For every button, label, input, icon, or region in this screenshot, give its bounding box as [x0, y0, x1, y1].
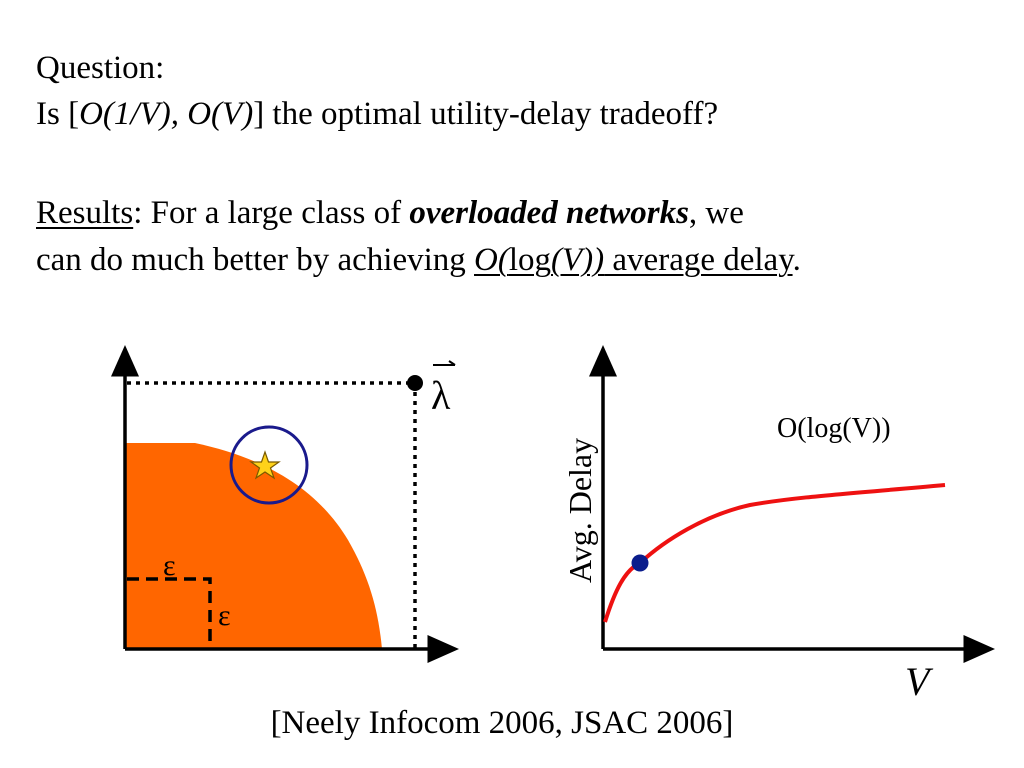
- results-label: Results: [36, 195, 134, 231]
- capacity-region-diagram: λ ε ε: [111, 345, 459, 663]
- operating-circle: [229, 425, 309, 505]
- question-math: O(1/V), O(V): [79, 96, 254, 132]
- operating-point: [631, 554, 649, 572]
- question-prefix: Is [: [36, 96, 80, 132]
- corner-point: [407, 375, 423, 391]
- results-colon: : For a large class of: [133, 195, 410, 231]
- bound-o: O(: [474, 242, 509, 278]
- question-heading: Question:: [36, 50, 165, 86]
- question-suffix: ] the optimal utility-delay tradeoff?: [253, 96, 719, 132]
- bound-suffix: average delay: [604, 242, 793, 278]
- results-bound: O(log(V)) average delay: [474, 242, 793, 278]
- bound-v: (V)): [551, 242, 605, 278]
- results-line-1: Results: For a large class of overloaded…: [36, 197, 744, 230]
- capacity-region: [125, 443, 382, 649]
- curve-label: O(log(V)): [777, 413, 891, 444]
- epsilon-margin-dashes: [127, 577, 212, 649]
- results-after-emphasis: , we: [688, 195, 744, 231]
- bound-log: log: [508, 242, 552, 278]
- results-line-2: can do much better by achieving O(log(V)…: [36, 244, 801, 277]
- delay-vs-v-chart: Avg. Delay V O(log(V)): [562, 345, 995, 704]
- lambda-vector-tick: [448, 360, 456, 366]
- epsilon-label-2: ε: [218, 599, 231, 632]
- results-period: .: [792, 242, 801, 278]
- epsilon-label-1: ε: [163, 549, 176, 582]
- x-axis-label: V: [905, 659, 934, 704]
- lambda-label: λ: [431, 373, 451, 418]
- y-axis-label: Avg. Delay: [562, 438, 598, 583]
- results-emphasis: overloaded networks: [409, 195, 689, 231]
- results-line2-prefix: can do much better by achieving: [36, 242, 475, 278]
- citation: [Neely Infocom 2006, JSAC 2006]: [270, 705, 734, 741]
- question-line: Is [O(1/V), O(V)] the optimal utility-de…: [36, 98, 718, 131]
- operating-star: [249, 450, 281, 480]
- delay-curve: [603, 483, 946, 623]
